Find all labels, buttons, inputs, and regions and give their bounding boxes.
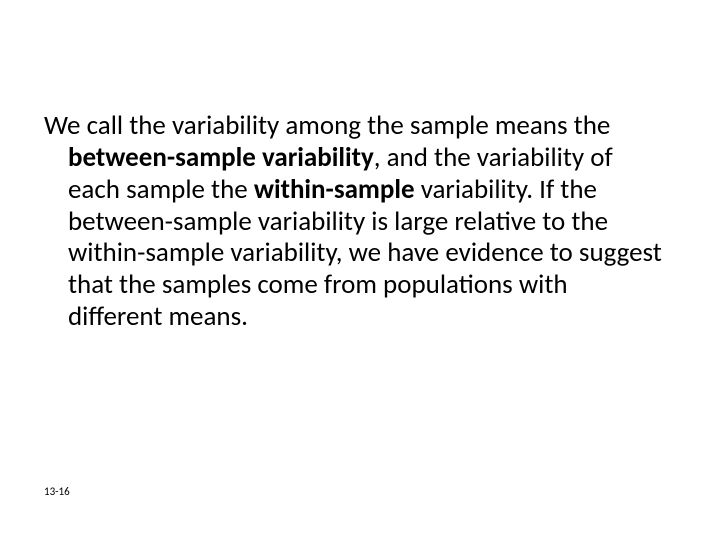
paragraph: We call the variability among the sample… — [44, 110, 664, 333]
text-seg1: We call the variability among the sample… — [44, 109, 610, 142]
text-bold2: within-sample — [254, 173, 421, 206]
page-number: 13-16 — [44, 485, 70, 498]
text-bold1: between-sample variability — [68, 141, 374, 174]
body-text: We call the variability among the sample… — [44, 110, 664, 333]
slide: We call the variability among the sample… — [0, 0, 720, 540]
